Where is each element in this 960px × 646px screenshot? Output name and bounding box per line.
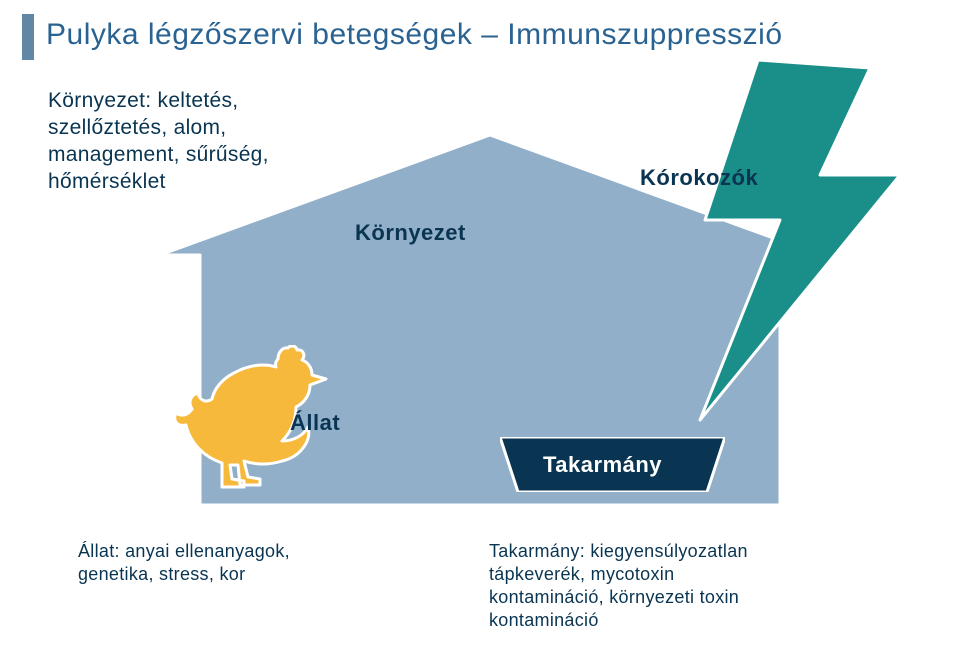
label-pathogens: Kórokozók [640, 165, 758, 191]
label-animal: Állat [290, 410, 340, 436]
feed-description: Takarmány: kiegyensúlyozatlan tápkeverék… [489, 540, 748, 632]
environment-description: Környezet: keltetés, szellőztetés, alom,… [48, 88, 269, 196]
label-environment: Környezet [355, 220, 466, 246]
slide: { "title": { "text": "Pulyka légzőszervi… [0, 0, 960, 646]
animal-description: Állat: anyai ellenanyagok, genetika, str… [78, 540, 290, 586]
label-feed: Takarmány [543, 452, 662, 478]
bolt-path [700, 60, 900, 420]
